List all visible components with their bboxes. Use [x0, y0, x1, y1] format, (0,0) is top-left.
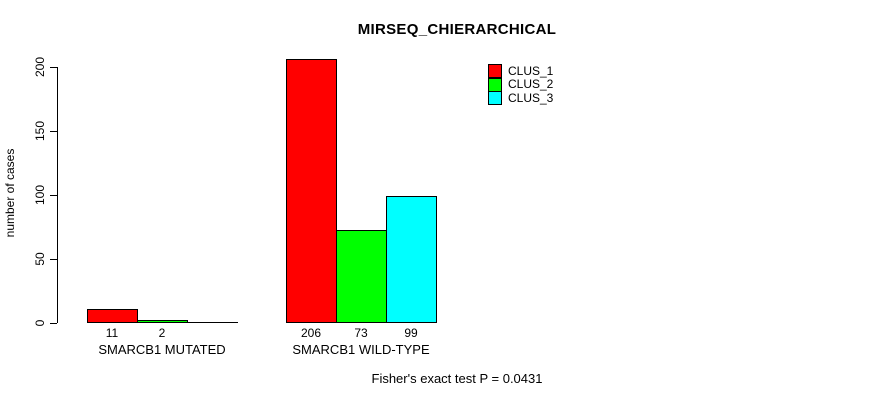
legend-item-clus_3: CLUS_3	[488, 91, 553, 105]
y-axis-tick-label: 0	[33, 319, 47, 327]
bar-clus_2	[137, 320, 188, 323]
x-axis-category-label: SMARCB1 MUTATED	[98, 342, 226, 357]
bar-clus_3	[386, 196, 437, 323]
y-axis-tick	[50, 67, 57, 68]
bar-clus_2	[336, 230, 387, 323]
y-axis-tick	[50, 195, 57, 196]
y-axis-line	[57, 67, 58, 323]
legend-swatch-icon	[488, 91, 502, 105]
y-axis-tick-label: 100	[33, 184, 47, 206]
bar-clus_1	[286, 59, 337, 323]
y-axis-tick-label: 50	[33, 252, 47, 266]
bar-clus_1	[87, 309, 138, 323]
stat-annotation: Fisher's exact test P = 0.0431	[371, 371, 543, 386]
y-axis-label: number of cases	[3, 148, 17, 238]
legend-item-label: CLUS_3	[508, 90, 554, 105]
y-axis-tick	[50, 323, 57, 324]
bar-value-label: 11	[105, 326, 119, 340]
chart-title: MIRSEQ_CHIERARCHICAL	[357, 21, 557, 38]
legend-swatch-icon	[488, 64, 502, 78]
x-axis-category-label: SMARCB1 WILD-TYPE	[292, 342, 430, 357]
y-axis-tick	[50, 259, 57, 260]
bar-value-label: 2	[158, 326, 166, 340]
bar-value-label: 73	[354, 326, 368, 340]
y-axis-tick-label: 150	[33, 120, 47, 142]
bar-value-label: 99	[404, 326, 418, 340]
bar-clus_3	[187, 322, 238, 323]
legend-item-label: CLUS_1	[508, 63, 554, 78]
legend-item-label: CLUS_2	[508, 77, 554, 91]
legend-swatch-icon	[488, 77, 502, 92]
y-axis-tick-label: 200	[33, 56, 47, 78]
bar-value-label: 206	[300, 326, 322, 340]
legend-item-clus_1: CLUS_1	[488, 64, 553, 78]
legend-item-clus_2: CLUS_2	[488, 77, 554, 92]
y-axis-tick	[50, 131, 57, 132]
